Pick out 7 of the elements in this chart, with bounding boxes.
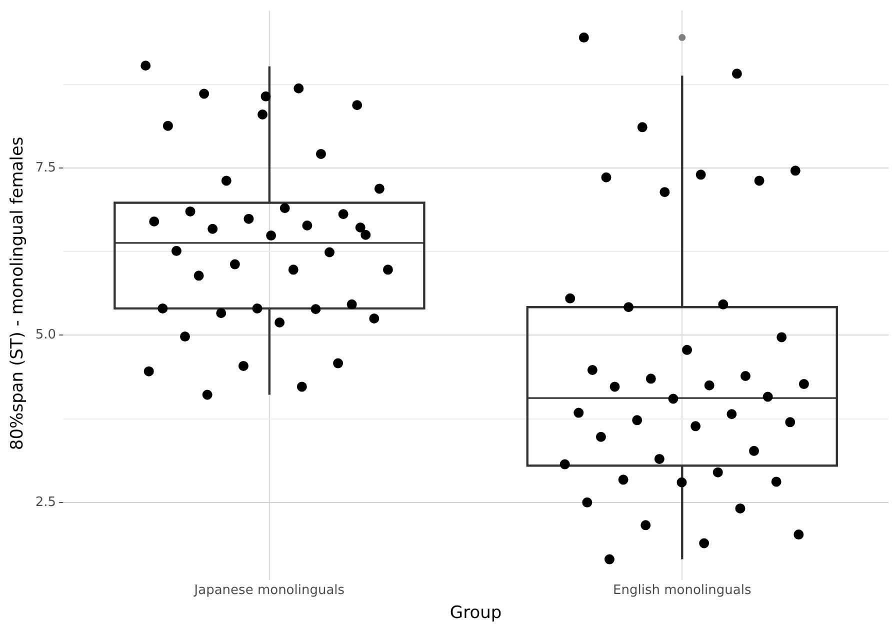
- y-axis-title: 80%span (ST) - monolingual females: [8, 136, 28, 450]
- y-tick-label: 5.0: [35, 328, 56, 343]
- x-axis-title: Group: [450, 603, 502, 624]
- y-tick-label: 7.5: [35, 160, 56, 176]
- x-tick-label: English monolinguals: [613, 583, 752, 598]
- x-tick-label: Japanese monolinguals: [193, 583, 345, 598]
- y-tick-label: 2.5: [35, 494, 56, 510]
